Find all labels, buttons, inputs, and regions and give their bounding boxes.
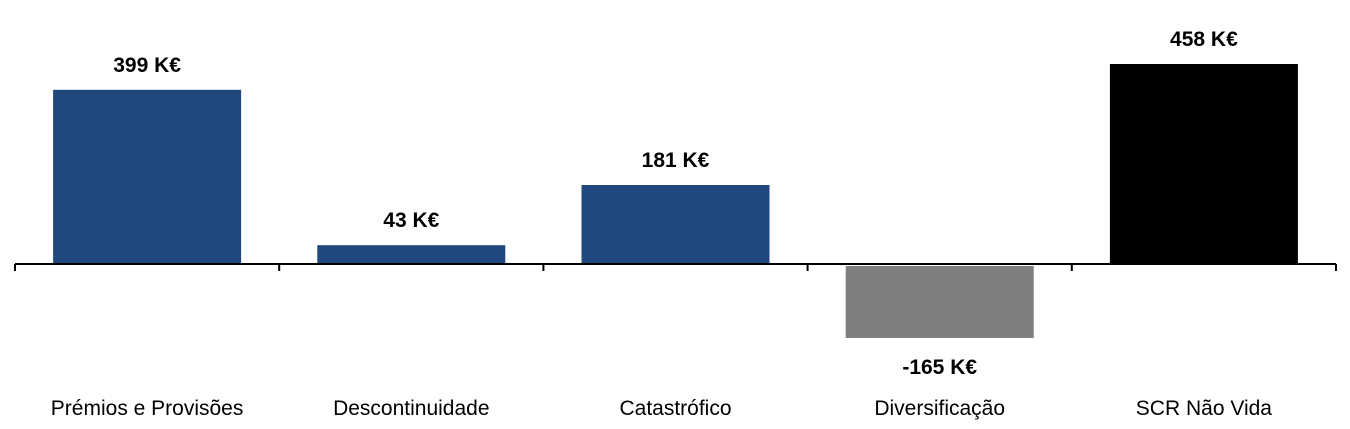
bar-descontinuidade bbox=[317, 245, 506, 264]
value-label-premios-e-provisoes: 399 K€ bbox=[113, 54, 181, 77]
bar-premios-e-provisoes bbox=[53, 89, 242, 264]
value-labels-group: 399 K€ 43 K€ 181 K€ -165 K€ 458 K€ bbox=[113, 28, 1238, 379]
category-label-scr-nao-vida: SCR Não Vida bbox=[1136, 397, 1273, 420]
category-labels-group: Prémios e Provisões Descontinuidade Catast… bbox=[51, 397, 1272, 420]
category-label-premios-e-provisoes: Prémios e Provisões bbox=[51, 397, 244, 420]
bar-diversificacao bbox=[845, 266, 1034, 338]
category-label-diversificacao: Diversificação bbox=[874, 397, 1005, 420]
category-label-catastrofico: Catastrófico bbox=[619, 397, 731, 420]
value-label-diversificacao: -165 K€ bbox=[902, 356, 977, 379]
bar-scr-nao-vida bbox=[1109, 64, 1298, 264]
value-label-catastrofico: 181 K€ bbox=[642, 149, 710, 172]
category-label-descontinuidade: Descontinuidade bbox=[333, 397, 489, 420]
value-label-scr-nao-vida: 458 K€ bbox=[1170, 28, 1238, 51]
bars-group bbox=[53, 64, 1298, 338]
x-axis bbox=[14, 263, 1337, 271]
bar-catastrofico bbox=[581, 185, 770, 264]
value-label-descontinuidade: 43 K€ bbox=[383, 209, 439, 232]
